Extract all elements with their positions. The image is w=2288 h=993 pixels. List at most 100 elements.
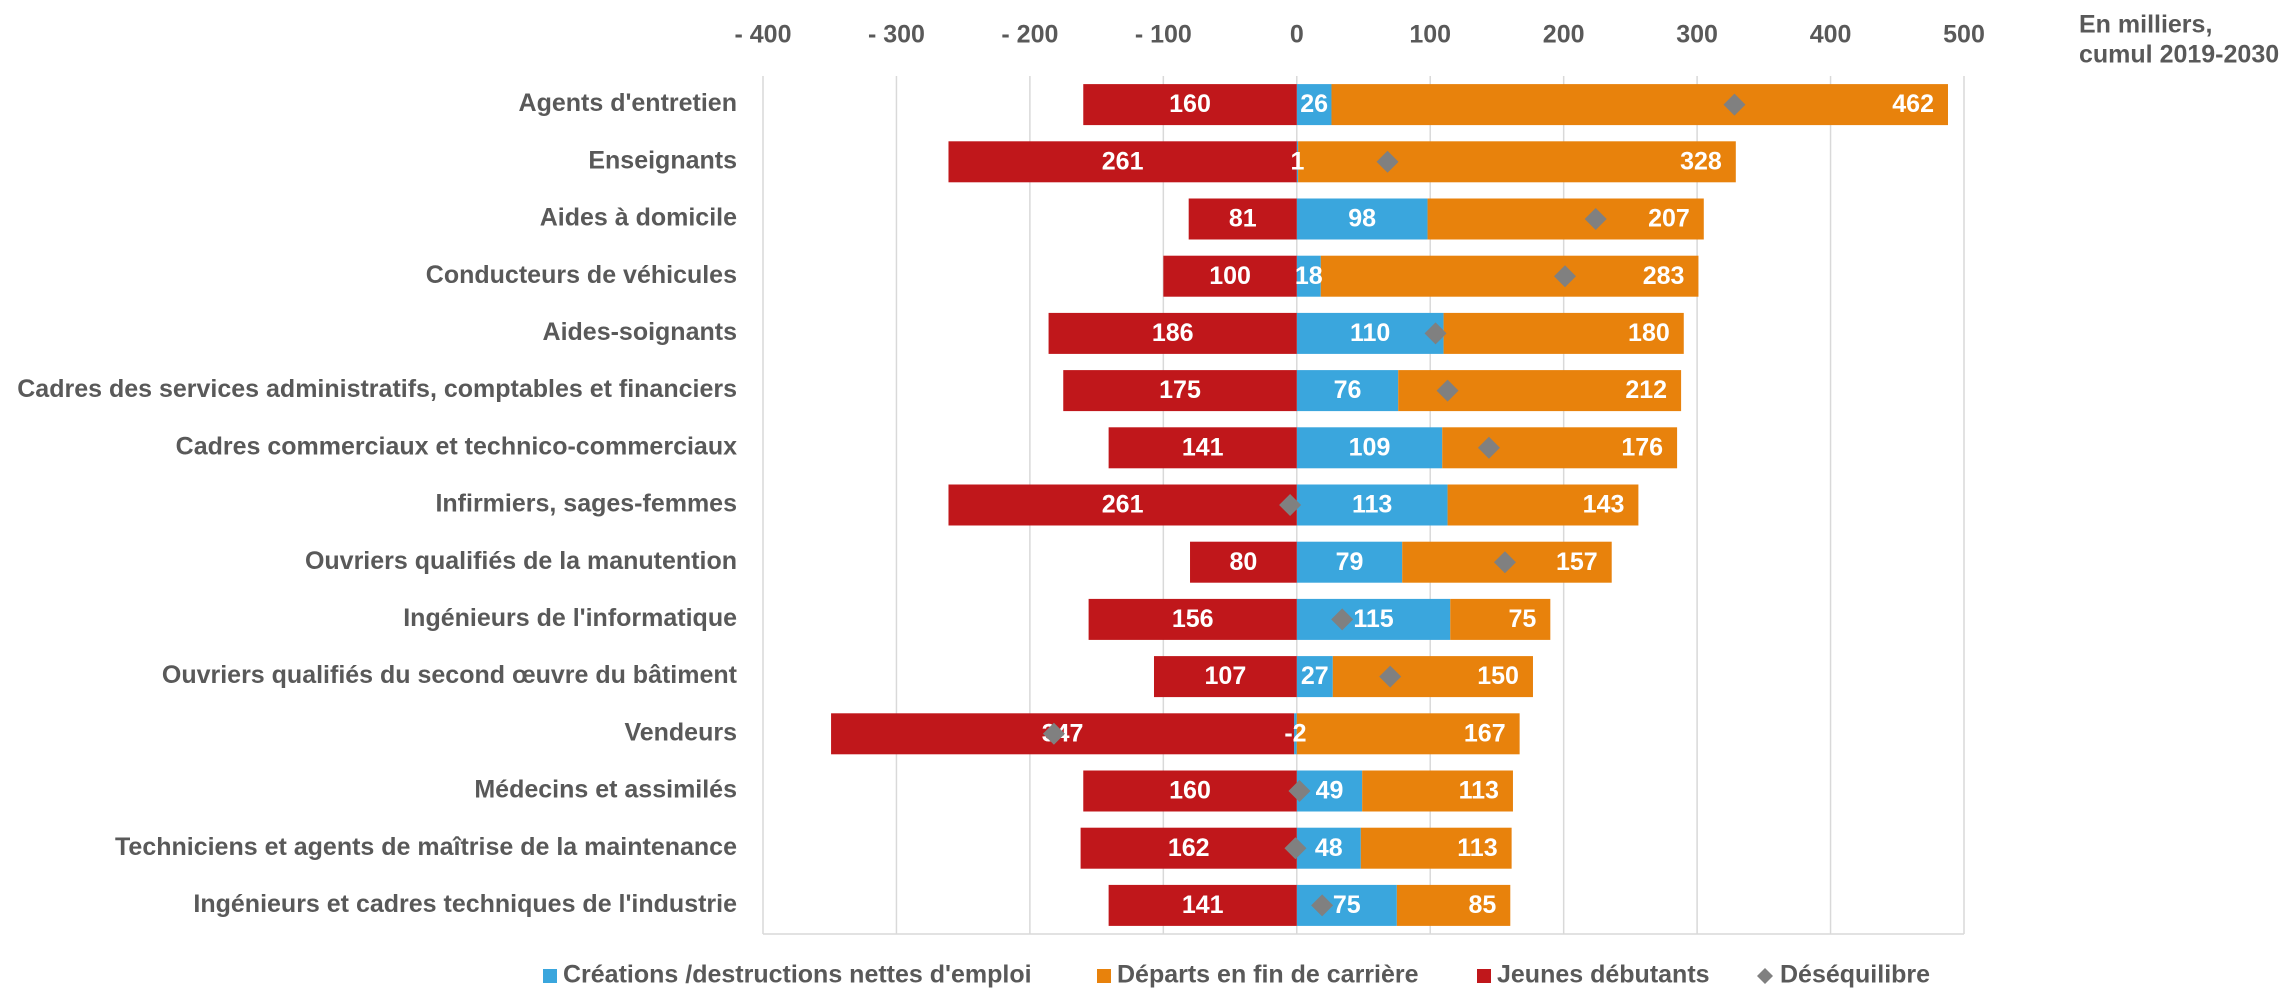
bar-segment [1296, 427, 1443, 469]
bar-segment [948, 484, 1297, 526]
data-label: 175 [1159, 376, 1201, 404]
x-tick-label: 0 [1290, 21, 1304, 49]
data-label: 328 [1680, 147, 1722, 175]
x-tick-label: 300 [1676, 21, 1718, 49]
bar-segment [1296, 255, 1321, 297]
x-tick-label: - 400 [735, 21, 792, 49]
x-tick-label: 100 [1409, 21, 1451, 49]
category-label: Cadres des services administratifs, comp… [17, 375, 737, 403]
bar-segment [1296, 312, 1444, 354]
legend-label: Jeunes débutants [1497, 961, 1710, 989]
data-label: 160 [1169, 777, 1211, 805]
data-label: 115 [1353, 605, 1393, 633]
category-label: Ouvriers qualifiés du second œuvre du bâ… [162, 661, 738, 689]
legend-label: Départs en fin de carrière [1117, 961, 1419, 989]
diamond-marker [1436, 379, 1459, 402]
bar-segment [1153, 656, 1297, 698]
category-label: Aides à domicile [540, 204, 737, 232]
x-tick-label: 400 [1810, 21, 1852, 49]
bar-segment [1296, 84, 1332, 126]
legend-label: Déséquilibre [1780, 961, 1930, 989]
data-label: 261 [1102, 491, 1144, 519]
category-label: Ingénieurs et cadres techniques de l'ind… [193, 890, 737, 918]
data-label: 109 [1349, 433, 1391, 461]
category-label: Conducteurs de véhicules [426, 261, 737, 289]
bar-segment [1296, 827, 1361, 869]
data-label: 79 [1336, 548, 1364, 576]
data-label: 176 [1621, 433, 1663, 461]
bar-segment [1396, 884, 1511, 926]
x-tick-label: - 100 [1135, 21, 1192, 49]
category-label: Ouvriers qualifiés de la manutention [305, 547, 737, 575]
data-label: 160 [1169, 90, 1211, 118]
bar-segment [1296, 541, 1403, 583]
data-label: 26 [1300, 90, 1328, 118]
bar-segment [1296, 370, 1399, 412]
data-label: 207 [1648, 205, 1690, 233]
diamond-marker [1477, 436, 1500, 459]
data-label: 113 [1352, 491, 1392, 519]
x-tick-label: - 200 [1001, 21, 1058, 49]
legend-marker [1097, 969, 1111, 983]
data-label: 75 [1333, 891, 1361, 919]
diamond-marker [1723, 93, 1746, 116]
bar-segment [1447, 484, 1639, 526]
data-label: 462 [1892, 90, 1934, 118]
bar-segment [1108, 884, 1297, 926]
bar-segment [1190, 541, 1297, 583]
bar-segment [1332, 656, 1533, 698]
bar-segment [1163, 255, 1297, 297]
data-label: 150 [1477, 662, 1519, 690]
data-label: 113 [1457, 834, 1497, 862]
diamond-marker [1493, 551, 1516, 574]
x-tick-label: 200 [1543, 21, 1585, 49]
data-label: 162 [1168, 834, 1210, 862]
data-label: 49 [1316, 777, 1344, 805]
bar-segment [1294, 713, 1297, 755]
category-label: Techniciens et agents de maîtrise de la … [115, 833, 737, 861]
data-label: 261 [1102, 147, 1144, 175]
x-tick-label: 500 [1943, 21, 1985, 49]
diamond-marker [1042, 722, 1065, 745]
legend-marker [1757, 968, 1773, 984]
diamond-marker [1288, 780, 1311, 802]
legend-marker [543, 969, 557, 983]
diamond-marker [1424, 322, 1447, 345]
category-label: Infirmiers, sages-femmes [435, 490, 737, 518]
bar-segment [1108, 427, 1297, 469]
category-label: Aides-soignants [543, 318, 737, 346]
bar-segment [1083, 770, 1297, 812]
data-label: 283 [1643, 262, 1685, 290]
bar-segment [1298, 141, 1736, 183]
diamond-marker [1284, 837, 1307, 860]
unit-note: En milliers, [2079, 11, 2212, 39]
diamond-marker [1311, 894, 1334, 917]
category-label: Cadres commerciaux et technico-commercia… [176, 432, 737, 460]
data-label: 113 [1459, 777, 1499, 805]
data-label: 186 [1152, 319, 1194, 347]
legend-marker [1477, 969, 1491, 983]
data-label: 100 [1209, 262, 1251, 290]
diamond-marker [1379, 665, 1402, 688]
data-label: 110 [1350, 319, 1390, 347]
unit-note: cumul 2019-2030 [2079, 41, 2279, 69]
category-label: Médecins et assimilés [474, 776, 737, 804]
bar-segment [948, 141, 1297, 183]
bar-segment [1296, 198, 1428, 240]
diamond-marker [1331, 608, 1354, 631]
data-label: 76 [1334, 376, 1362, 404]
data-label: 107 [1205, 662, 1247, 690]
data-label: 180 [1628, 319, 1670, 347]
x-tick-label: - 300 [868, 21, 925, 49]
category-label: Enseignants [588, 146, 737, 174]
diamond-marker [1584, 208, 1607, 230]
data-label: 212 [1625, 376, 1667, 404]
data-label: 98 [1348, 205, 1376, 233]
data-label: 141 [1182, 891, 1224, 919]
bar-segment [1427, 198, 1704, 240]
data-label: 167 [1464, 719, 1506, 747]
data-label: 81 [1229, 205, 1257, 233]
data-label: 18 [1295, 262, 1323, 290]
category-label: Agents d'entretien [519, 89, 737, 117]
data-label: 156 [1172, 605, 1214, 633]
